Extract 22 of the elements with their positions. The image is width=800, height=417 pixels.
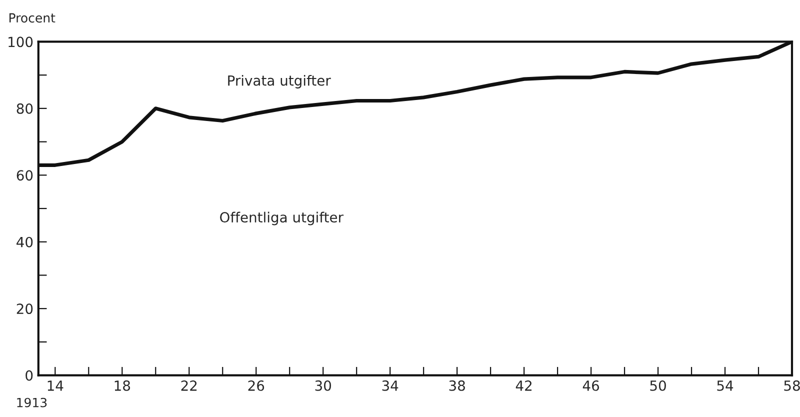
x-tick-label: 34 xyxy=(382,380,398,391)
x-tick-label: 50 xyxy=(650,380,666,391)
x-tick-label: 18 xyxy=(114,380,130,391)
y-axis-title: Procent xyxy=(9,13,56,23)
x-tick-label: 58 xyxy=(784,380,800,391)
text: 1913 xyxy=(17,398,47,408)
x-tick-label: 38 xyxy=(449,380,465,391)
x-tick-label: 26 xyxy=(248,380,264,391)
y-tick-label: 20 xyxy=(16,304,33,314)
x-tick-label: 54 xyxy=(717,380,734,391)
annotation: Offentliga utgifter xyxy=(220,212,344,226)
annotation: Privata utgifter xyxy=(228,75,331,88)
x-tick-label: 22 xyxy=(181,380,197,391)
x-tick-label: 14 xyxy=(48,380,64,391)
x-tick-label: 30 xyxy=(315,380,332,391)
y-tick-label: 0 xyxy=(26,370,33,381)
x-tick-label: 46 xyxy=(582,380,599,391)
y-tick-label: 60 xyxy=(16,170,33,181)
y-tick-label: 40 xyxy=(16,236,33,248)
y-tick-label: 80 xyxy=(16,103,33,114)
x-tick-label: 42 xyxy=(516,380,532,391)
y-tick-label: 100 xyxy=(8,36,33,48)
